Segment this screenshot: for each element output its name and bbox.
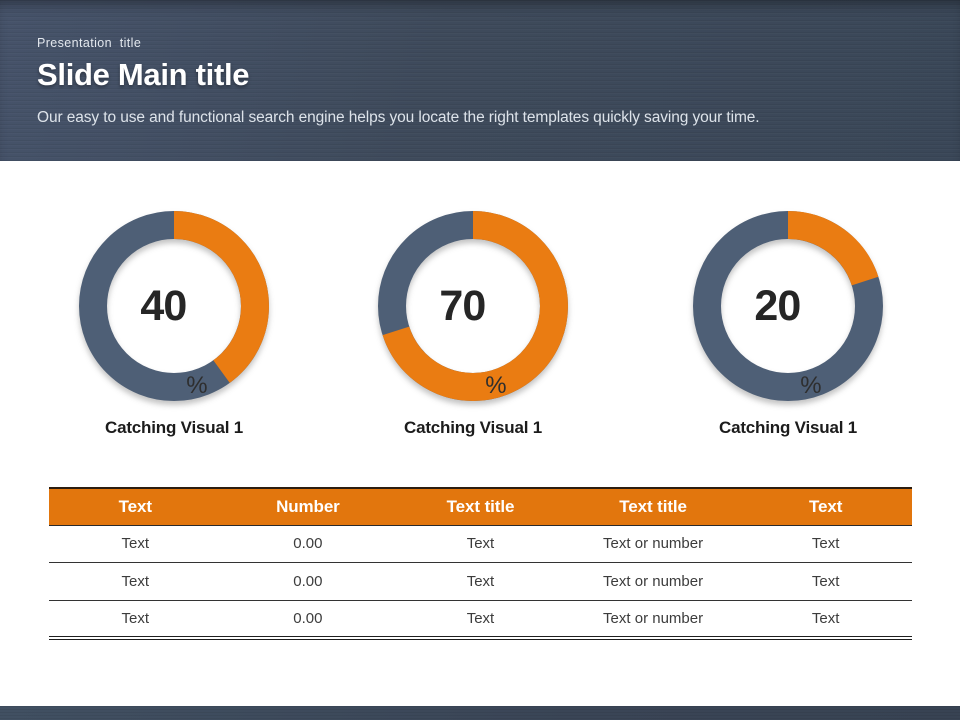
table-cell: Text: [739, 525, 912, 563]
donut-chart-3: 20 % Catching Visual 1: [693, 211, 883, 438]
percent-sign: %: [800, 372, 822, 399]
donut-caption-1: Catching Visual 1: [105, 418, 243, 437]
table-cell: Text: [394, 562, 567, 601]
column-header: Text title: [619, 496, 687, 516]
table-cell: Text: [49, 600, 222, 640]
donut-caption-3: Catching Visual 1: [719, 418, 857, 437]
table-cell: Text: [49, 562, 222, 601]
table-cell: Text: [739, 562, 912, 601]
table-cell: 0.00: [221, 525, 395, 563]
slide-subtitle: Our easy to use and functional search en…: [37, 109, 760, 126]
donut-svg-2: [378, 211, 568, 401]
donut-center-label-2: 70 %: [378, 211, 568, 401]
donut-ring-2: 70 %: [378, 211, 568, 401]
table-cell: 0.00: [221, 600, 395, 640]
percent-value: 40: [140, 281, 187, 330]
table-row: Text 0.00 Text Text or number Text: [49, 525, 912, 563]
column-header: Number: [276, 496, 340, 516]
table-cell: 0.00: [221, 562, 395, 601]
donut-caption-2: Catching Visual 1: [404, 418, 542, 437]
table-cell: Text or number: [566, 562, 740, 601]
donut-svg-3: [693, 211, 883, 401]
column-header: Text title: [446, 496, 515, 516]
data-table: Text Number Text title Text title Text T…: [49, 487, 912, 640]
presentation-title-kicker: Presentation title: [37, 36, 142, 50]
donut-chart-2: 70 % Catching Visual 1: [378, 211, 568, 438]
table-cell: Text or number: [566, 600, 740, 640]
donut-ring-1: 40 %: [79, 211, 269, 401]
table-header: Text Number Text title Text title Text: [49, 488, 912, 525]
table-body: Text 0.00 Text Text or number Text Text …: [49, 525, 912, 640]
table-cell: Text: [739, 600, 912, 640]
column-header: Text: [118, 496, 152, 516]
table-row: Text 0.00 Text Text or number Text: [49, 562, 912, 601]
footer-accent-bar: [0, 706, 960, 720]
percent-sign: %: [485, 372, 507, 399]
table-cell: Text: [394, 525, 567, 563]
percent-sign: %: [186, 372, 208, 399]
table-header-row: Text Number Text title Text title Text: [49, 488, 912, 525]
percent-value: 70: [439, 281, 486, 330]
percent-value: 20: [754, 281, 801, 330]
donut-center-label-1: 40 %: [79, 211, 269, 401]
table-cell: Text: [49, 525, 222, 563]
slide-header-band: Presentation title Slide Main title Our …: [0, 0, 960, 161]
donut-ring-3: 20 %: [693, 211, 883, 401]
donut-svg-1: [79, 211, 269, 401]
donut-chart-1: 40 % Catching Visual 1: [79, 211, 269, 438]
column-header: Text: [809, 496, 843, 516]
table-cell: Text or number: [566, 525, 740, 563]
donut-center-label-3: 20 %: [693, 211, 883, 401]
table-cell: Text: [394, 600, 567, 640]
slide-main-title: Slide Main title: [37, 57, 250, 92]
table-row: Text 0.00 Text Text or number Text: [49, 600, 912, 640]
